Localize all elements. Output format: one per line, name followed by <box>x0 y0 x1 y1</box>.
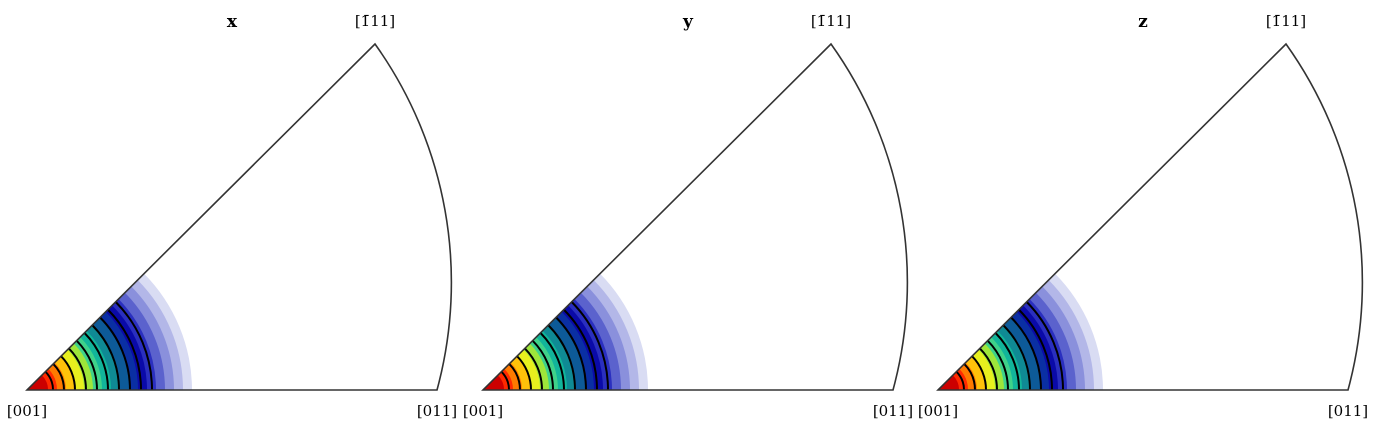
contour-lines <box>500 301 609 391</box>
contour-line <box>60 355 76 391</box>
label-right: [011] <box>873 402 913 420</box>
label-top: [1̄11] <box>811 12 851 30</box>
contour-line <box>570 301 609 391</box>
contour-line <box>994 332 1020 391</box>
panel-title: y <box>682 12 694 32</box>
contour-line <box>1025 301 1064 391</box>
contour-line <box>563 308 598 391</box>
panel-title: z <box>1138 12 1148 32</box>
contour-lines <box>44 301 153 391</box>
contour-line <box>83 332 109 391</box>
contour-line <box>114 301 153 391</box>
density-band <box>27 375 48 390</box>
sector-outline <box>481 42 909 391</box>
density-bands <box>938 273 1103 390</box>
contour-line <box>555 316 587 391</box>
contour-line <box>524 347 543 391</box>
contour-line <box>986 339 1009 391</box>
sector-outline <box>936 42 1364 391</box>
contour-line <box>75 339 98 391</box>
panel-title: x <box>227 12 238 32</box>
contour-line <box>963 363 976 391</box>
density-band <box>938 375 959 390</box>
contour-line <box>91 324 120 391</box>
panel-y: y [001] [011] [1̄11] <box>463 12 913 420</box>
contour-line <box>99 316 131 391</box>
contour-line <box>547 324 576 391</box>
label-top: [1̄11] <box>1266 12 1306 30</box>
panel-z: z [001] [011] [1̄11] <box>918 12 1368 420</box>
contour-line <box>531 339 554 391</box>
density-bands <box>483 273 648 390</box>
label-top: [1̄11] <box>355 12 395 30</box>
density-band <box>483 375 504 390</box>
contour-line <box>1010 316 1042 391</box>
contour-line <box>508 363 521 391</box>
contour-lines <box>955 301 1064 391</box>
contour-line <box>1002 324 1031 391</box>
contour-line <box>107 308 142 391</box>
label-origin: [001] <box>7 402 47 420</box>
sector-outline <box>25 42 453 391</box>
label-right: [011] <box>1328 402 1368 420</box>
contour-line <box>539 332 565 391</box>
contour-line <box>516 355 532 391</box>
contour-line <box>52 363 65 391</box>
contour-line <box>1018 308 1053 391</box>
contour-line <box>979 347 998 391</box>
contour-line <box>971 355 987 391</box>
label-right: [011] <box>417 402 457 420</box>
panel-x: x [001] [011] [1̄11] <box>7 12 457 420</box>
density-bands <box>27 273 192 390</box>
label-origin: [001] <box>463 402 503 420</box>
label-origin: [001] <box>918 402 958 420</box>
contour-line <box>68 347 87 391</box>
